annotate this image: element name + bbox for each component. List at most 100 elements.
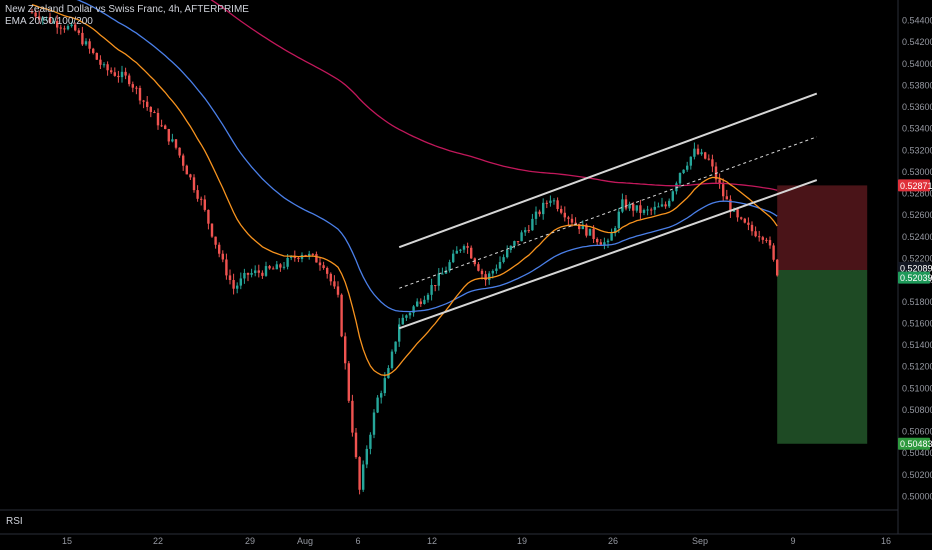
candle [257,264,260,278]
candle [358,456,361,495]
candle [351,394,354,437]
price-tick-label: 0.53000 [902,167,932,177]
take-profit-zone[interactable] [777,270,868,444]
candle-body [740,217,743,219]
stop-price-badge: 0.52871 [898,179,932,192]
ema-lines [31,0,778,376]
candle [610,228,613,241]
ema-20-line[interactable] [31,3,778,376]
candle-body [344,336,347,364]
channel-lower-line[interactable] [398,179,818,330]
candle-body [63,28,66,30]
candle [74,22,77,32]
candle [668,198,671,208]
channel-mid-line[interactable] [399,136,817,289]
candle-body [311,253,314,255]
candle [711,154,714,173]
candle [174,138,178,150]
candle [653,201,656,215]
candle [596,237,599,246]
candle [261,270,264,279]
candle-body [448,262,451,271]
price-tick-label: 0.53800 [902,80,932,90]
candle-body [322,265,325,268]
candle [207,209,210,230]
candle-body [444,270,448,274]
candle [459,248,462,253]
candle-body [524,230,527,233]
candle [138,85,142,105]
symbol-title[interactable]: New Zealand Dollar vs Swiss Franc, 4h, A… [5,4,249,15]
svg-text:0.52089: 0.52089 [900,263,932,273]
regression-channel[interactable] [398,92,818,330]
time-tick-label: Aug [297,536,313,546]
candle-body [178,147,181,156]
candle-body [761,237,764,240]
indicator-label[interactable]: EMA 20/50/100/200 [5,16,93,27]
candle-body [506,249,509,258]
candle-body [480,270,484,275]
price-axis[interactable]: 0.54400 0.54200 0.54000 0.53800 0.53600 0.534… [902,16,932,502]
candle [272,266,275,270]
candle-body [59,27,62,29]
candle [624,194,628,211]
candle [520,230,523,242]
candle [639,199,642,220]
candle [754,226,757,238]
candle-body [434,285,437,287]
candle-body [192,177,196,191]
candle [167,128,170,145]
channel-upper-line[interactable] [398,92,818,249]
candle [236,282,239,294]
candle [761,235,764,244]
candle-body [470,247,473,259]
candle-body [603,242,606,245]
time-tick-label: 26 [608,536,618,546]
candle-body [110,70,113,73]
price-tick-label: 0.51600 [902,318,932,328]
candle [322,261,325,270]
candle-body [538,211,541,215]
candle [66,24,70,31]
candle [696,144,700,156]
time-tick-label: 16 [881,536,891,546]
candle [686,161,689,172]
price-tick-label: 0.52200 [902,254,932,264]
candle-body [527,230,530,232]
candle [340,293,343,338]
candle-body [138,88,142,101]
candle [185,164,188,175]
candle [250,268,253,278]
candle-body [74,24,77,31]
candle [646,205,649,216]
candle [124,67,127,80]
candle [750,221,754,236]
candle [552,198,556,205]
time-axis[interactable]: 15 22 29 Aug 6 12 19 26 Sep 9 16 [62,536,891,546]
candle [200,196,203,206]
candle [34,9,37,20]
candle [246,272,250,282]
candle-body [426,294,430,300]
candle [149,106,152,118]
candle-body [81,32,84,45]
candle [228,269,232,285]
candle-body [668,200,671,207]
candle [110,67,113,74]
candle-body [682,169,685,174]
ema-200-line[interactable] [32,0,778,191]
ema-50-line[interactable] [32,0,778,313]
candle [765,237,768,243]
candle [264,261,268,277]
candle-body [106,64,109,71]
candle [434,284,437,292]
candle [452,249,455,264]
candle-body [700,152,703,155]
candle-body [70,24,73,27]
candle [693,142,696,160]
rsi-pane-label[interactable]: RSI [6,516,23,527]
candle-body [419,301,422,304]
stop-loss-zone[interactable] [777,185,868,271]
